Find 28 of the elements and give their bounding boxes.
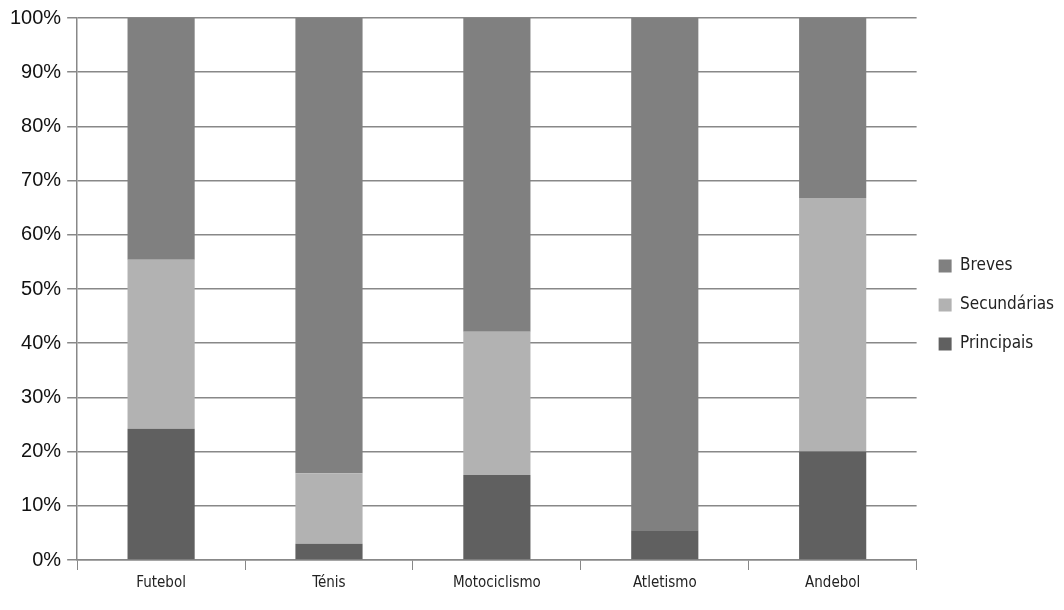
bar: [463, 474, 531, 560]
bar: [295, 473, 363, 544]
bar: [127, 259, 195, 429]
legend-label: Secundárias: [960, 293, 1055, 314]
bar: [127, 428, 195, 560]
bar: [799, 197, 867, 452]
x-tick-label: Motociclismo: [452, 572, 541, 591]
bar: [631, 530, 699, 560]
y-tick-label: 100%: [10, 5, 62, 28]
y-tick-label: 10%: [21, 493, 62, 516]
y-tick-label: 80%: [21, 113, 62, 136]
y-tick-label: 40%: [21, 330, 62, 353]
bar: [799, 451, 867, 560]
y-tick-label: 70%: [21, 168, 62, 191]
legend-label: Breves: [960, 254, 1013, 275]
x-tick-label: Futebol: [136, 572, 186, 591]
y-tick-label: 20%: [21, 439, 62, 462]
x-tick-label: Ténis: [311, 572, 346, 591]
x-tick-label: Andebol: [805, 572, 861, 591]
x-tick-label: Atletismo: [632, 572, 697, 591]
bar: [295, 543, 363, 560]
y-tick-label: 60%: [21, 222, 62, 245]
y-tick-label: 50%: [21, 276, 62, 299]
bar: [463, 331, 531, 475]
y-tick-label: 0%: [32, 547, 62, 570]
y-tick-label: 30%: [21, 384, 62, 407]
y-tick-label: 90%: [21, 59, 62, 82]
legend-label: Principais: [960, 332, 1034, 353]
